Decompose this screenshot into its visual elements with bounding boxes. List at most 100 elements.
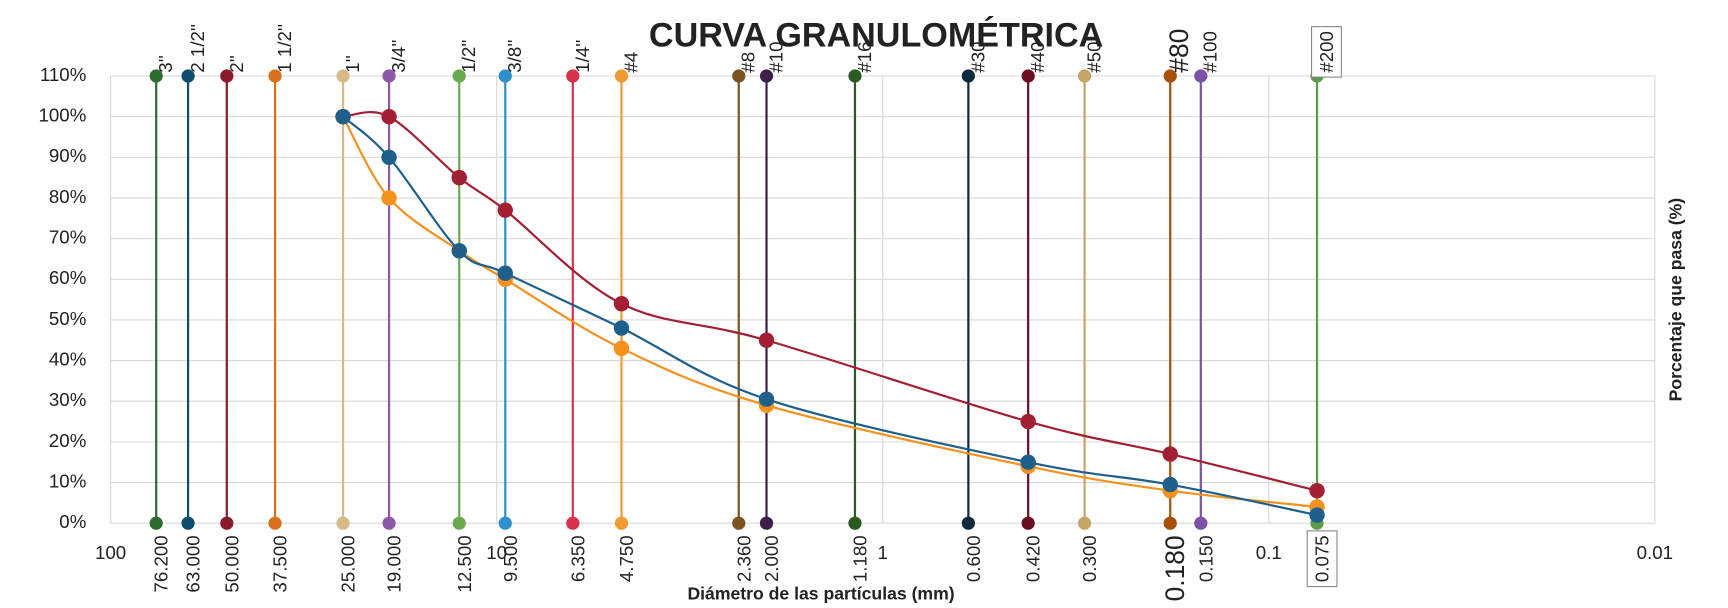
sieve-marker	[1077, 69, 1092, 83]
sieve-marker	[1021, 69, 1035, 83]
sieve-marker	[1194, 516, 1208, 530]
sieve-marker	[759, 516, 774, 530]
curve-marker	[451, 243, 467, 259]
curve-marker	[335, 108, 351, 125]
sieve-marker	[848, 69, 862, 83]
sieve-marker	[336, 516, 350, 530]
sieve-marker	[1021, 516, 1035, 530]
sieve-marker	[1077, 516, 1092, 530]
sieve-marker	[1163, 69, 1177, 83]
curve	[342, 111, 1318, 492]
y-tick-label: 110%	[40, 64, 87, 85]
sieve-diameter: 0.300	[1079, 535, 1100, 582]
sieve-marker	[382, 516, 396, 530]
sieve-diameter: 4.750	[616, 535, 637, 582]
y-tick-label: 90%	[49, 145, 86, 166]
curve-marker	[1309, 507, 1325, 523]
chart-title: CURVA GRANULOMÉTRICA	[649, 16, 1103, 54]
sieve-diameter: 0.420	[1023, 535, 1044, 582]
sieve-diameter: 9.500	[500, 535, 521, 582]
sieve-name: #8	[738, 52, 759, 73]
y-tick-label: 10%	[49, 470, 86, 491]
y-tick-label: 20%	[49, 430, 86, 451]
x-tick-label: 100	[95, 542, 126, 563]
sieve-name: #30	[967, 41, 988, 72]
sieve-marker	[1163, 516, 1177, 530]
sieve-marker	[614, 516, 629, 530]
sieve-diameter: 2.000	[761, 535, 782, 582]
curve-marker	[497, 202, 513, 218]
sieve-marker	[181, 516, 195, 530]
sieve-name: #40	[1027, 41, 1048, 72]
curve-marker	[381, 108, 397, 125]
curve-marker	[613, 320, 630, 336]
sieve-name: #80	[1164, 29, 1194, 73]
sieve-name: 3/8''	[504, 40, 525, 73]
sieve-marker	[848, 516, 862, 530]
sieve-name: #4	[620, 52, 641, 73]
curve-marker	[451, 169, 467, 186]
sieve-marker	[181, 69, 195, 83]
sieve-name: #16	[854, 41, 875, 72]
sieve-marker	[759, 69, 774, 83]
y-tick-label: 30%	[49, 389, 86, 410]
sieve-diameter: 6.350	[567, 535, 588, 582]
sieve-marker	[732, 69, 746, 83]
sieve-name: #100	[1200, 31, 1221, 73]
curve-marker	[381, 149, 397, 166]
sieve-diameter: 0.600	[963, 535, 984, 582]
sieve-diameter: 50.000	[221, 535, 242, 592]
sieve-marker	[566, 516, 580, 530]
curve-marker	[1020, 413, 1036, 430]
y-tick-label: 60%	[49, 267, 86, 288]
sieve-name: 3/4''	[388, 40, 409, 73]
curve-marker	[758, 391, 775, 407]
sieve-diameter: 25.000	[338, 535, 359, 592]
x-tick-label: 0.01	[1637, 542, 1673, 563]
curve-marker	[1162, 446, 1178, 462]
sieve-marker	[732, 516, 746, 530]
sieve-marker	[452, 516, 466, 530]
sieve-marker	[149, 69, 163, 83]
y-tick-label: 100%	[38, 105, 86, 126]
sieve-name: 3''	[155, 55, 176, 73]
sieve-marker	[149, 516, 163, 530]
y-axis-label: Porcentaje que pasa (%)	[1666, 198, 1686, 402]
curve-marker	[613, 295, 630, 312]
sieve-name: 1''	[342, 55, 363, 73]
curve-marker	[381, 190, 397, 206]
sieve-diameter: 19.000	[384, 535, 405, 592]
sieve-name: 1 1/2''	[274, 24, 295, 73]
sieve-marker	[220, 69, 234, 83]
curve-marker	[613, 340, 630, 357]
sieve-marker	[268, 516, 282, 530]
sieve-name: 2 1/2''	[187, 24, 208, 73]
sieve-marker	[220, 516, 234, 530]
sieve-diameter: 0.075	[1312, 535, 1333, 582]
sieve-name: #10	[765, 41, 786, 72]
curve-marker	[1162, 476, 1178, 493]
curve	[342, 116, 1318, 509]
sieve-marker	[961, 69, 975, 83]
y-tick-label: 50%	[49, 308, 86, 329]
sieve-diameter: 0.180	[1160, 535, 1190, 601]
label-box	[1306, 530, 1338, 588]
sieve-diameter: 76.200	[151, 535, 172, 592]
sieve-marker	[566, 69, 580, 83]
sieve-diameter: 0.150	[1195, 535, 1216, 582]
curve-marker	[1309, 482, 1325, 499]
y-tick-label: 70%	[49, 227, 86, 248]
sieve-diameter: 63.000	[183, 535, 204, 592]
curve	[342, 115, 1318, 517]
x-tick-label: 1	[878, 542, 888, 563]
sieve-name: 1/2''	[458, 40, 479, 73]
sieve-marker	[452, 69, 466, 83]
sieve-diameter: 1.180	[850, 535, 871, 582]
x-tick-label: 10	[486, 542, 507, 563]
sieve-marker	[498, 516, 512, 530]
x-tick-label: 0.1	[1256, 542, 1282, 563]
sieve-marker	[498, 69, 512, 83]
sieve-marker	[382, 69, 396, 83]
sieve-marker	[614, 69, 629, 83]
